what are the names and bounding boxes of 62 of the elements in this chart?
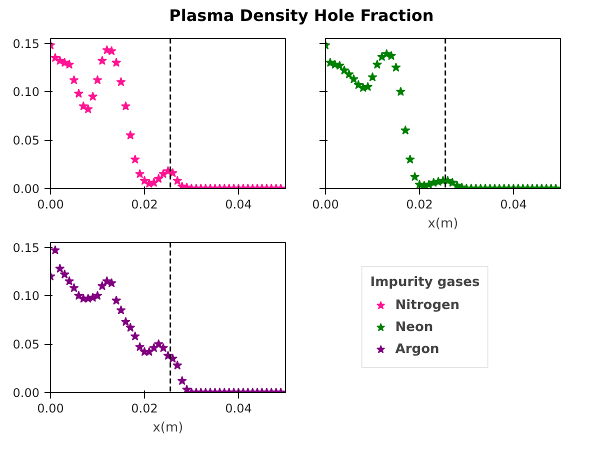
x-tick-label: 0.04: [225, 198, 252, 212]
point: [172, 360, 182, 370]
y-tick-label: 0.15: [12, 240, 40, 255]
point: [340, 65, 350, 75]
legend-label: Neon: [395, 320, 434, 334]
point: [372, 60, 382, 69]
point: [126, 322, 136, 332]
legend-label: Argon: [395, 342, 440, 356]
y-tick-label: 0.00: [12, 182, 40, 196]
point: [97, 281, 107, 290]
point: [386, 50, 396, 60]
point: [120, 316, 130, 326]
y-tick-label: 0.10: [12, 85, 40, 100]
point: [64, 276, 74, 286]
point: [97, 56, 107, 65]
y-tick-label: 0.10: [12, 289, 40, 304]
x-tick-label: 0.04: [225, 402, 252, 416]
point: [158, 342, 168, 352]
y-tick-label: 0.05: [12, 134, 40, 148]
point: [116, 305, 126, 314]
point: [50, 245, 60, 254]
point: [363, 82, 373, 92]
x-tick-label: 0.00: [37, 198, 64, 212]
point: [60, 269, 70, 279]
x-axis-title: x(m): [428, 216, 458, 232]
point: [135, 342, 145, 352]
point: [130, 154, 140, 164]
point: [112, 58, 122, 67]
point: [344, 69, 354, 78]
point: [88, 92, 98, 101]
x-tick-label: 0.00: [37, 402, 64, 416]
point: [120, 101, 130, 110]
point: [92, 75, 102, 84]
point: [154, 339, 164, 348]
y-tick-label: 0.15: [12, 36, 40, 51]
point: [391, 62, 401, 72]
point: [405, 154, 415, 164]
x-tick-label: 0.02: [131, 198, 158, 212]
point: [116, 77, 126, 86]
point: [348, 74, 358, 84]
point: [92, 290, 102, 300]
point: [126, 130, 136, 140]
chart-title: Plasma Density Hole Fraction: [169, 5, 434, 27]
x-tick-label: 0.00: [312, 198, 339, 212]
point: [69, 282, 79, 292]
point: [64, 60, 74, 69]
legend-label: Nitrogen: [395, 298, 460, 312]
point: [396, 86, 406, 96]
x-axis-title: x(m): [152, 420, 184, 436]
point: [69, 75, 79, 84]
point: [74, 88, 84, 98]
x-tick-label: 0.02: [131, 402, 158, 416]
legend-title: Impurity gases: [370, 275, 480, 290]
y-tick-label: 0.05: [12, 338, 40, 352]
point: [112, 296, 122, 305]
y-tick-label: 0.00: [12, 386, 40, 400]
point: [130, 331, 140, 341]
point: [55, 264, 65, 273]
x-tick-label: 0.02: [406, 198, 433, 212]
point: [368, 72, 378, 82]
point: [400, 125, 410, 135]
x-tick-label: 0.04: [500, 198, 527, 212]
